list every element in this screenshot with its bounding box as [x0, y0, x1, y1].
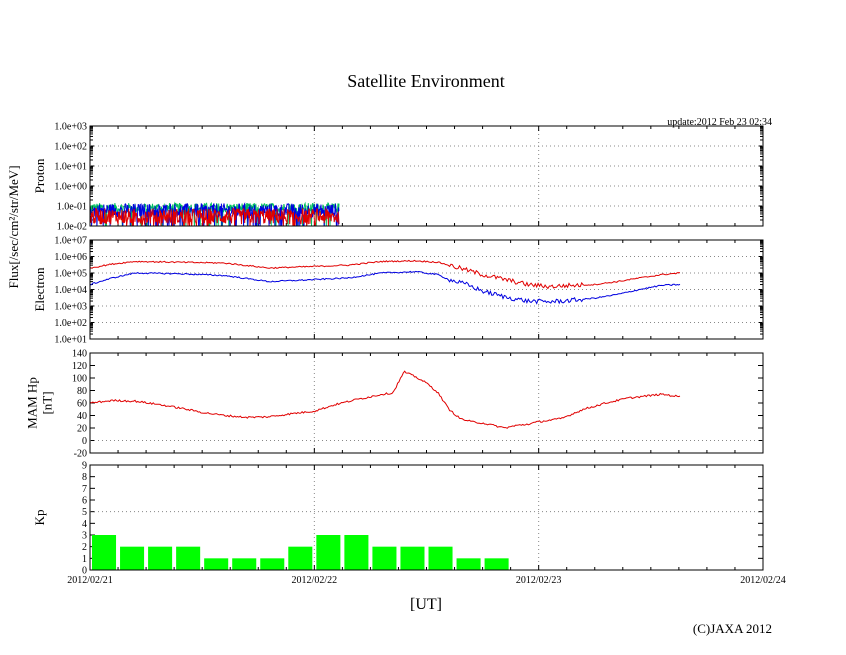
chart-title: Satellite Environment — [347, 71, 504, 91]
flux-axis-label: Flux[/sec/cm²/str/MeV] — [6, 165, 21, 288]
kp-bar — [92, 535, 117, 570]
kp-ytick-label: 1 — [82, 554, 87, 565]
proton-ytick-label: 1.0e+03 — [54, 122, 87, 133]
kp-bar — [428, 546, 453, 570]
proton-ytick-label: 1.0e-01 — [57, 202, 87, 213]
mam-axis-label: [nT] — [40, 391, 55, 414]
electron-ytick-label: 1.0e+02 — [54, 318, 87, 329]
electron-ytick-label: 1.0e+01 — [54, 335, 87, 346]
x-tick-label: 2012/02/21 — [67, 575, 113, 586]
kp-ytick-label: 3 — [82, 531, 87, 542]
kp-frame — [89, 464, 764, 571]
update-timestamp: update:2012 Feb 23 02:34 — [667, 117, 772, 128]
kp-ytick-label: 8 — [82, 472, 87, 483]
proton-ytick-label: 1.0e+02 — [54, 142, 87, 153]
kp-axis-label: Kp — [32, 510, 47, 526]
mam-ytick-label: 60 — [77, 399, 87, 410]
copyright: (C)JAXA 2012 — [693, 621, 772, 636]
x-tick-label: 2012/02/23 — [516, 575, 562, 586]
kp-ytick-label: 4 — [82, 519, 87, 530]
kp-bar — [456, 558, 481, 570]
kp-ytick-label: 9 — [82, 461, 87, 472]
mam-ytick-label: 80 — [77, 386, 87, 397]
x-tick-label: 2012/02/24 — [740, 575, 786, 586]
electron-axis-label: Electron — [32, 267, 47, 312]
kp-ytick-label: 2 — [82, 542, 87, 553]
electron-ytick-label: 1.0e+07 — [54, 236, 87, 247]
kp-bar — [176, 546, 201, 570]
electron-ytick-label: 1.0e+05 — [54, 269, 87, 280]
kp-ytick-label: 5 — [82, 507, 87, 518]
proton-panel: 1.0e+03 1.0e+02 1.0e+01 1.0e+00 1.0e-01 1.0e-… — [32, 122, 764, 233]
electron-frame — [89, 239, 764, 340]
mam-series-red — [89, 370, 681, 429]
mam-ytick-label: -20 — [74, 449, 87, 460]
electron-ytick-label: 1.0e+04 — [54, 285, 87, 296]
kp-bar — [344, 535, 369, 570]
kp-bar — [232, 558, 257, 570]
electron-panel: 1.0e+07 1.0e+06 1.0e+05 1.0e+04 1.0e+03 1.0e+… — [32, 236, 764, 346]
proton-ytick-label: 1.0e+01 — [54, 162, 87, 173]
electron-ytick-label: 1.0e+06 — [54, 252, 87, 263]
electron-ytick-label: 1.0e+03 — [54, 302, 87, 313]
proton-frame — [89, 125, 764, 227]
kp-bar — [372, 546, 397, 570]
mam-ytick-label: 20 — [77, 424, 87, 435]
kp-bar — [120, 546, 145, 570]
chart-panels: 1.0e+03 1.0e+02 1.0e+01 1.0e+00 1.0e-01 1.0e-… — [25, 122, 786, 587]
kp-bar — [148, 546, 173, 570]
proton-series-red — [89, 207, 340, 227]
mam-ytick-label: 100 — [72, 374, 87, 385]
mam-frame — [89, 352, 764, 454]
mam-ytick-label: 0 — [82, 436, 87, 447]
proton-ytick-label: 1.0e+00 — [54, 182, 87, 193]
kp-bar — [288, 546, 313, 570]
proton-ytick-label: 1.0e-02 — [57, 222, 87, 233]
kp-bar — [204, 558, 229, 570]
proton-axis-label: Proton — [32, 158, 47, 193]
mam-axis-label: MAM Hp — [25, 377, 40, 429]
kp-ytick-label: 6 — [82, 496, 87, 507]
kp-ytick-label: 0 — [82, 566, 87, 577]
electron-series-red — [89, 259, 681, 290]
kp-bar — [400, 546, 425, 570]
kp-bar — [484, 558, 509, 570]
mam-ytick-label: 120 — [72, 361, 87, 372]
mam-ytick-label: 40 — [77, 411, 87, 422]
x-tick-label: 2012/02/22 — [292, 575, 338, 586]
x-axis-label: [UT] — [410, 596, 442, 613]
electron-series-blue — [89, 270, 681, 305]
kp-bar — [260, 558, 285, 570]
kp-bar — [316, 535, 341, 570]
kp-ytick-label: 7 — [82, 484, 87, 495]
mam-ytick-label: 140 — [72, 349, 87, 360]
